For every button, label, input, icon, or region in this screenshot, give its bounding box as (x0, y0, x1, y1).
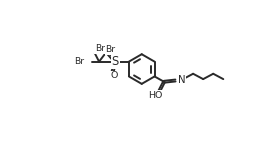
Text: Br: Br (106, 45, 116, 54)
Text: Br: Br (95, 44, 105, 53)
Text: N: N (178, 75, 185, 85)
Text: S: S (112, 55, 119, 68)
Text: O: O (103, 44, 110, 53)
Text: HO: HO (148, 91, 163, 100)
Text: Br: Br (75, 57, 85, 66)
Text: O: O (111, 71, 118, 80)
